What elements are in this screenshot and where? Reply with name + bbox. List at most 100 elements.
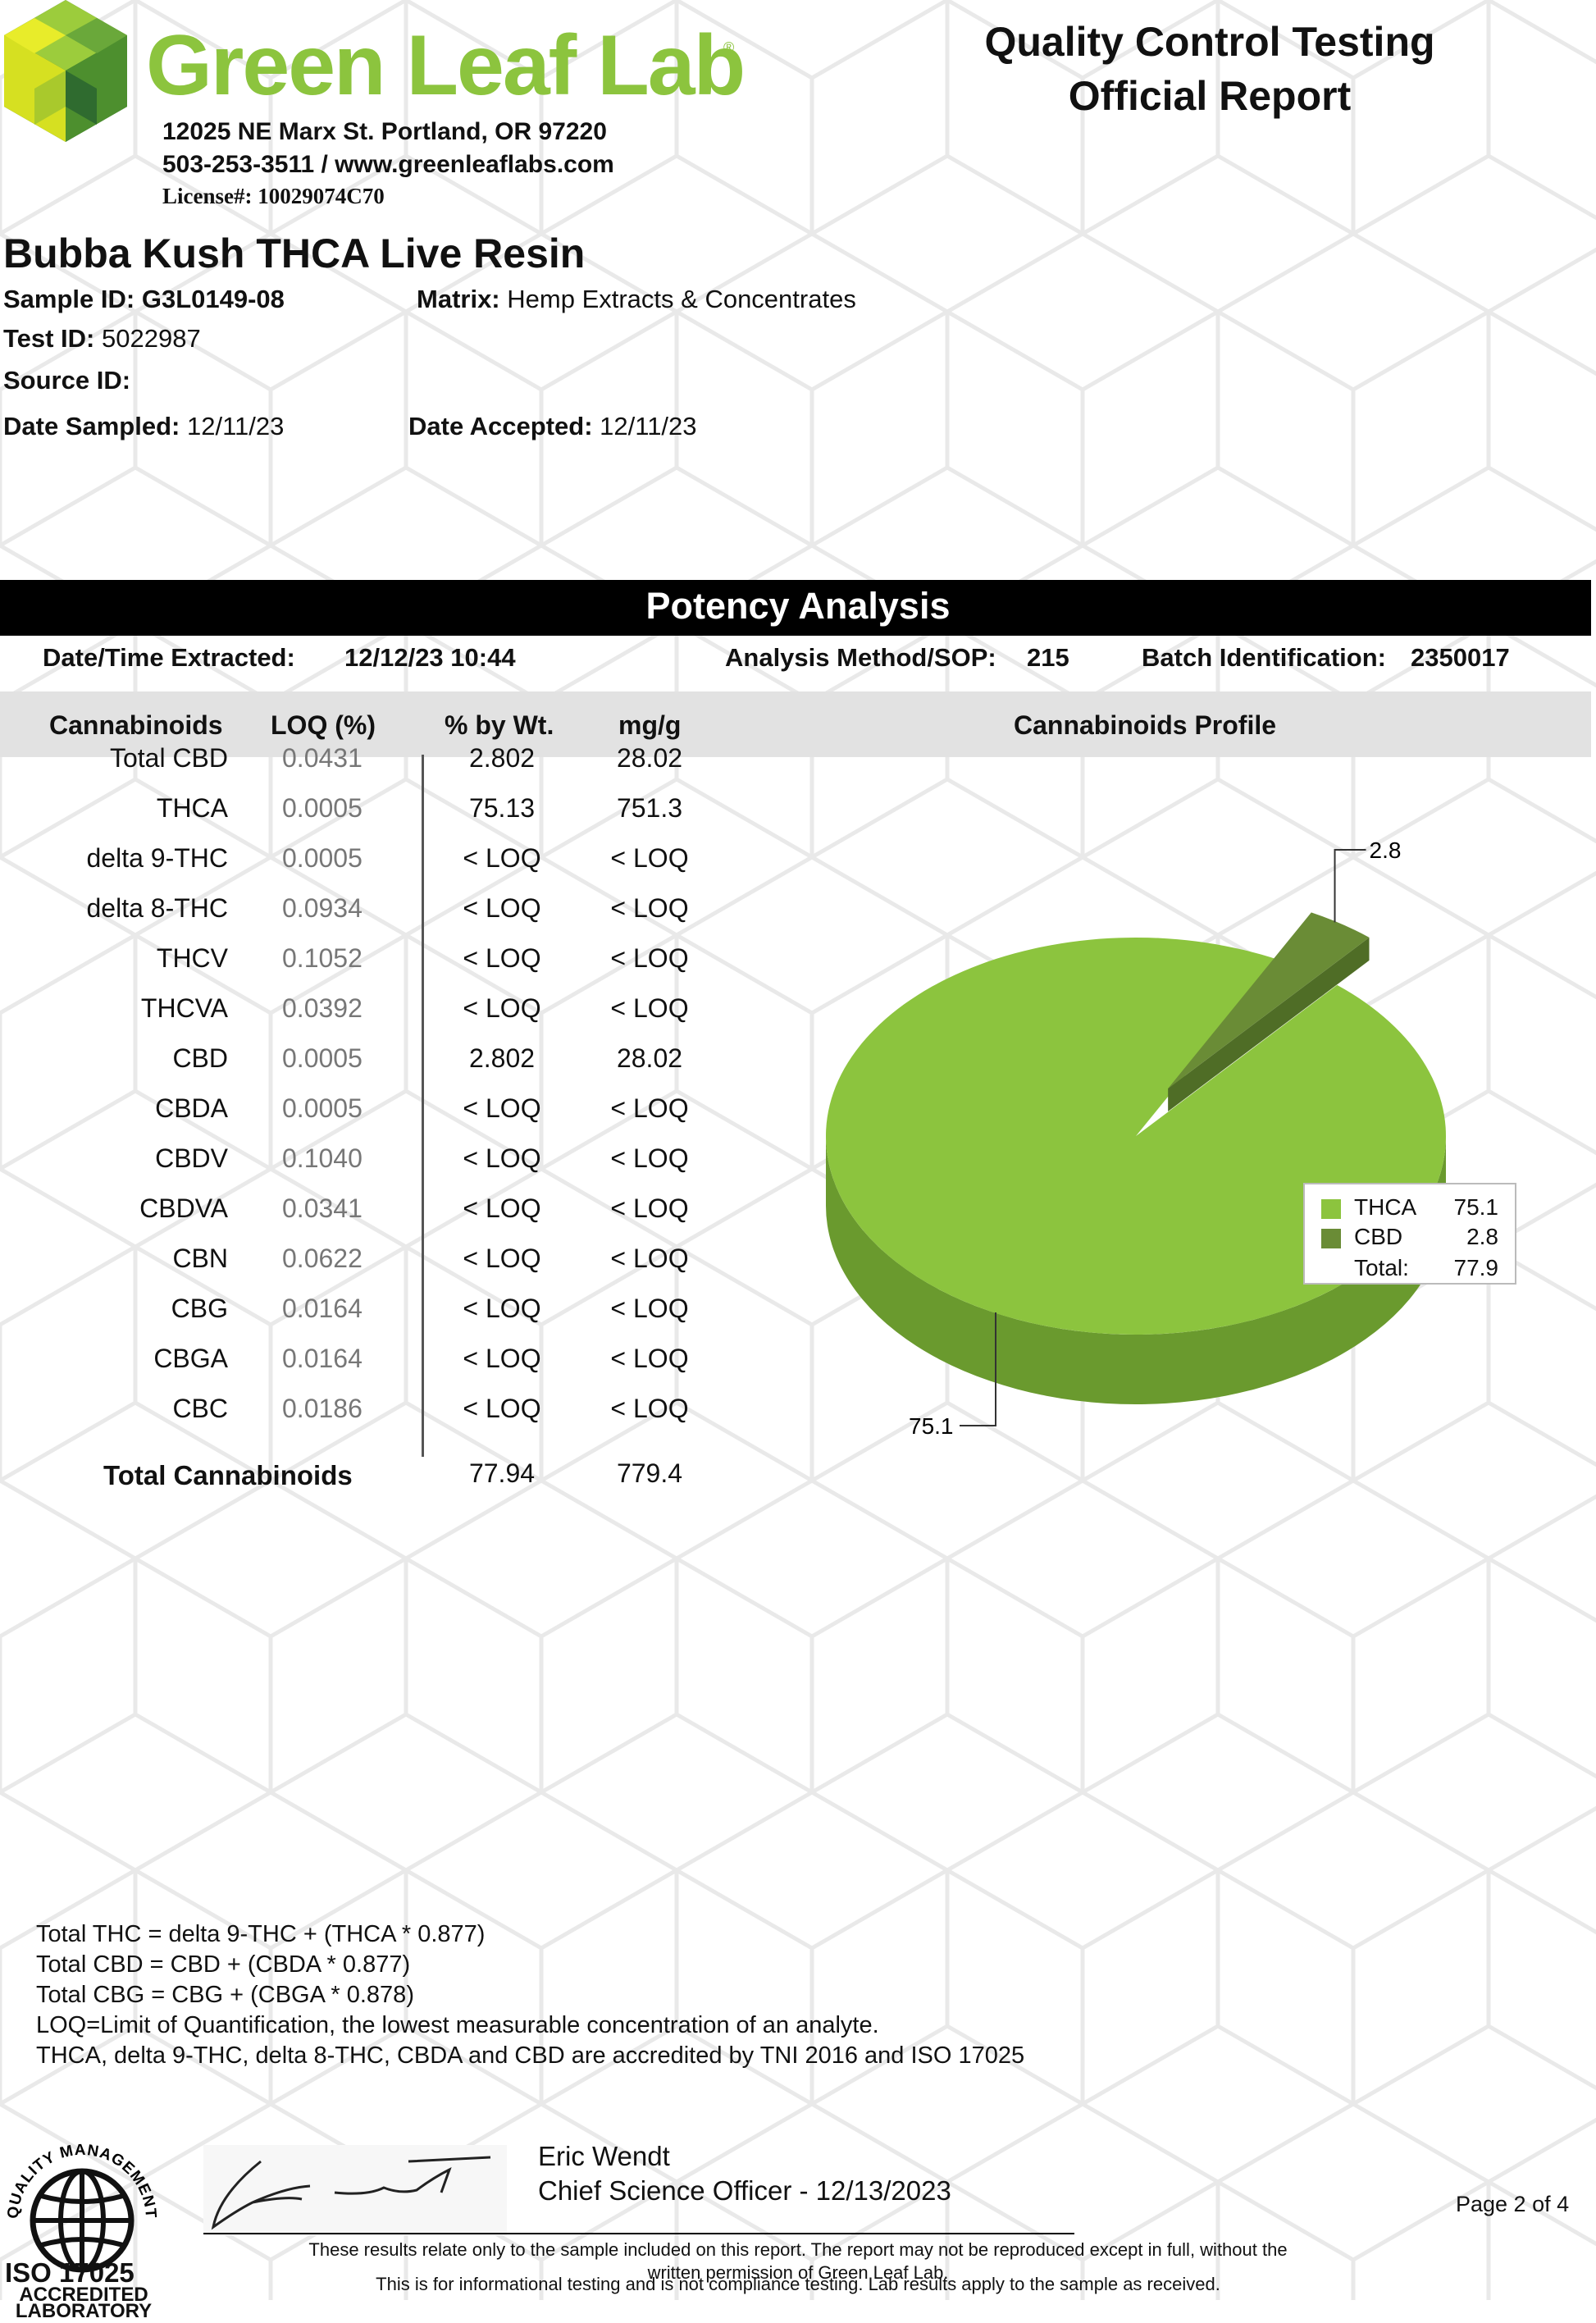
- legend-total-value: 77.9: [1453, 1255, 1499, 1280]
- total-cannabinoids-mg: 779.4: [616, 1458, 683, 1488]
- cannabinoid-loq: 0.1040: [282, 1143, 363, 1173]
- footer-divider: [203, 2233, 1074, 2234]
- cannabinoid-pct: < LOQ: [463, 943, 541, 973]
- cannabinoid-name: delta 9-THC: [86, 843, 229, 873]
- table-header-band: [0, 691, 1591, 757]
- product-name: Bubba Kush THCA Live Resin: [3, 230, 586, 276]
- brand-name: Green Leaf Lab: [146, 18, 746, 113]
- method-value: 215: [1027, 643, 1069, 672]
- legend-swatch-cbd: [1321, 1229, 1341, 1248]
- matrix: Matrix: Hemp Extracts & Concentrates: [417, 285, 856, 314]
- cannabinoid-mg: < LOQ: [610, 1193, 689, 1223]
- cannabinoid-loq: 0.0186: [282, 1394, 363, 1423]
- date-accepted-label: Date Accepted:: [408, 412, 593, 440]
- cannabinoid-name: THCV: [156, 943, 228, 973]
- legend-swatch-thca: [1321, 1199, 1341, 1219]
- date-accepted: Date Accepted: 12/11/23: [408, 412, 697, 441]
- cannabinoid-loq: 0.0164: [282, 1344, 363, 1373]
- source-id: Source ID:: [3, 366, 130, 395]
- cannabinoid-mg: < LOQ: [610, 1344, 689, 1373]
- batch-value: 2350017: [1411, 643, 1510, 672]
- note-total-cbg: Total CBG = CBG + (CBGA * 0.878): [36, 1982, 414, 2008]
- cannabinoid-mg: < LOQ: [610, 1294, 689, 1323]
- pie-slice-cbd-side: [1168, 937, 1370, 1111]
- report-title-line2: Official Report: [1068, 73, 1352, 119]
- iso-laboratory-label: LABORATORY: [15, 2300, 153, 2322]
- cannabinoid-loq: 0.0164: [282, 1294, 363, 1323]
- cannabinoid-name: THCVA: [140, 993, 228, 1023]
- iso-globe-seal-icon: QUALITY MANAGEMENT SYSTEM: [0, 2129, 158, 2273]
- cannabinoid-mg: < LOQ: [610, 943, 689, 973]
- cannabinoid-name: CBC: [172, 1394, 228, 1423]
- cannabinoid-mg: < LOQ: [610, 843, 689, 873]
- cannabinoid-name: Total CBD: [109, 743, 228, 773]
- note-total-thc: Total THC = delta 9-THC + (THCA * 0.877): [36, 1921, 486, 1947]
- registered-mark-icon: ®: [723, 39, 735, 56]
- note-loq: LOQ=Limit of Quantification, the lowest …: [36, 2012, 879, 2038]
- cannabinoid-loq: 0.0005: [282, 1043, 363, 1073]
- cannabinoid-pct: < LOQ: [463, 1394, 541, 1423]
- cannabinoid-loq: 0.0005: [282, 793, 363, 823]
- column-header-mg: mg/g: [618, 710, 682, 740]
- cannabinoid-name: CBD: [172, 1043, 228, 1073]
- legend-value-cbd: 2.8: [1466, 1224, 1498, 1249]
- cannabinoid-loq: 0.0622: [282, 1244, 363, 1273]
- sample-id-label: Sample ID:: [3, 285, 135, 313]
- cannabinoid-name: CBN: [172, 1244, 228, 1273]
- note-total-cbd: Total CBD = CBD + (CBDA * 0.877): [36, 1951, 411, 1978]
- potency-title: Potency Analysis: [645, 585, 951, 627]
- total-cannabinoids-label: Total Cannabinoids: [103, 1460, 353, 1490]
- pie-slice-thca: [825, 938, 1446, 1335]
- cannabinoid-mg: < LOQ: [610, 1244, 689, 1273]
- cannabinoid-pct: < LOQ: [463, 993, 541, 1023]
- disclaimer-line3: This is for informational testing and is…: [376, 2274, 1220, 2294]
- cannabinoid-loq: 0.0341: [282, 1193, 363, 1223]
- test-id-value: 5022987: [102, 324, 201, 353]
- cannabinoid-pct: < LOQ: [463, 843, 541, 873]
- date-accepted-value: 12/11/23: [600, 412, 697, 440]
- page-number: Page 2 of 4: [1456, 2192, 1570, 2216]
- disclaimer-line2: written permission of Green Leaf Lab.: [647, 2262, 949, 2283]
- signer-name: Eric Wendt: [538, 2141, 670, 2171]
- signature-image: [203, 2145, 507, 2235]
- chart-title: Cannabinoids Profile: [1014, 710, 1277, 740]
- matrix-value: Hemp Extracts & Concentrates: [507, 285, 856, 313]
- source-id-label: Source ID:: [3, 366, 131, 395]
- column-header-loq: LOQ (%): [271, 710, 376, 740]
- table-divider: [422, 755, 424, 1457]
- batch-label: Batch Identification:: [1142, 643, 1386, 672]
- cannabinoid-mg: < LOQ: [610, 893, 689, 923]
- cannabinoid-name: delta 8-THC: [86, 893, 229, 923]
- green-leaf-logo-icon: [4, 0, 127, 142]
- potency-header-bar: [0, 580, 1591, 636]
- cannabinoid-pct: < LOQ: [463, 1093, 541, 1123]
- cannabinoid-pct: 2.802: [468, 743, 536, 773]
- extracted-value: 12/12/23 10:44: [344, 643, 516, 672]
- cannabinoid-mg: < LOQ: [610, 993, 689, 1023]
- lab-address: 12025 NE Marx St. Portland, OR 97220: [162, 118, 607, 145]
- iso-17025-label: ISO 17025: [5, 2257, 135, 2288]
- cannabinoid-pct: < LOQ: [463, 1193, 541, 1223]
- cannabinoid-mg: < LOQ: [610, 1143, 689, 1173]
- extracted-label: Date/Time Extracted:: [43, 643, 295, 672]
- cannabinoid-mg: 28.02: [616, 1043, 683, 1073]
- cannabinoids-pie-chart: 2.8 75.1: [825, 837, 1446, 1439]
- cannabinoid-pct: 75.13: [468, 793, 536, 823]
- cannabinoid-pct: < LOQ: [463, 1244, 541, 1273]
- total-cannabinoids-pct: 77.94: [468, 1458, 536, 1488]
- cannabinoid-mg: < LOQ: [610, 1394, 689, 1423]
- cannabinoid-name: CBG: [171, 1294, 228, 1323]
- cannabinoid-pct: < LOQ: [463, 893, 541, 923]
- date-sampled-value: 12/11/23: [186, 412, 285, 440]
- cannabinoid-loq: 0.0005: [282, 843, 363, 873]
- cannabinoid-mg: 751.3: [616, 793, 683, 823]
- matrix-label: Matrix:: [417, 285, 500, 313]
- report-title-line1: Quality Control Testing: [984, 19, 1435, 65]
- cannabinoid-mg: < LOQ: [610, 1093, 689, 1123]
- sample-id: Sample ID: G3L0149-08: [3, 285, 285, 314]
- cannabinoid-pct: < LOQ: [463, 1344, 541, 1373]
- pie-slice-cbd: [1168, 912, 1370, 1088]
- legend-value-thca: 75.1: [1453, 1194, 1499, 1220]
- disclaimer-line1: These results relate only to the sample …: [308, 2239, 1288, 2260]
- test-id: Test ID: 5022987: [3, 324, 201, 354]
